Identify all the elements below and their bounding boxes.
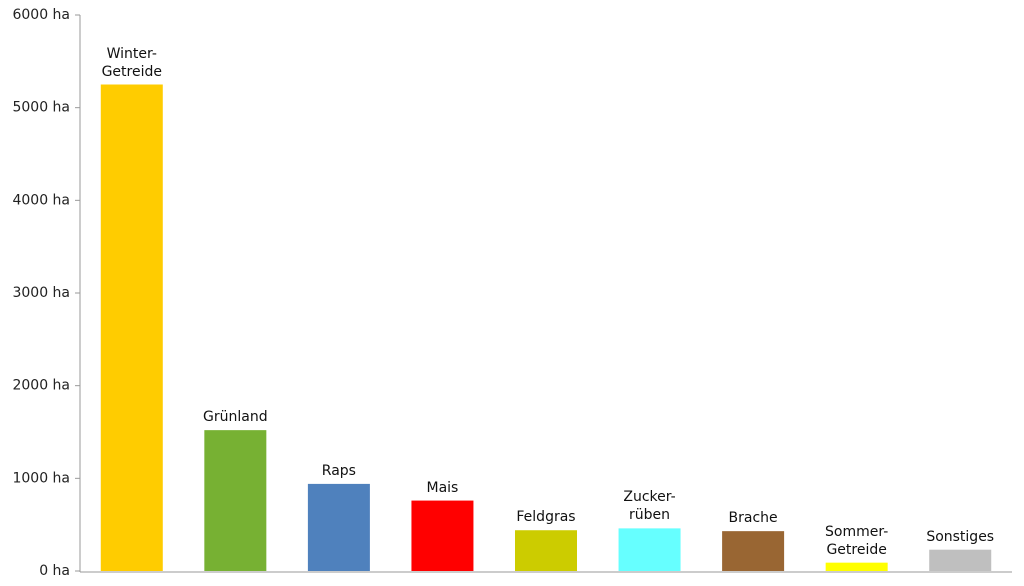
- y-tick-label: 2000 ha: [12, 378, 70, 394]
- bar: [515, 530, 577, 571]
- bar: [722, 531, 785, 571]
- y-tick-label: 5000 ha: [12, 100, 70, 116]
- category-label: Raps: [321, 462, 356, 479]
- bar: [411, 500, 474, 571]
- y-tick-label: 1000 ha: [12, 470, 70, 486]
- bar: [618, 528, 681, 571]
- y-tick-label: 3000 ha: [12, 285, 70, 301]
- category-label: Sommer- Getreide: [825, 523, 889, 558]
- category-label: Grünland: [203, 409, 268, 426]
- category-label: Brache: [728, 510, 778, 527]
- category-label: Winter- Getreide: [101, 45, 162, 80]
- category-label: Mais: [426, 479, 459, 496]
- bar: [204, 430, 267, 571]
- bar: [825, 562, 888, 571]
- y-tick-label: 4000 ha: [12, 192, 70, 208]
- category-label: Feldgras: [516, 509, 576, 526]
- y-tick-label: 6000 ha: [12, 7, 70, 23]
- y-tick-label: 0 ha: [39, 563, 70, 579]
- category-label: Zucker- rüben: [623, 489, 676, 524]
- bar: [100, 84, 163, 571]
- bar: [929, 549, 992, 571]
- category-label: Sonstiges: [926, 528, 995, 545]
- bar: [307, 483, 370, 571]
